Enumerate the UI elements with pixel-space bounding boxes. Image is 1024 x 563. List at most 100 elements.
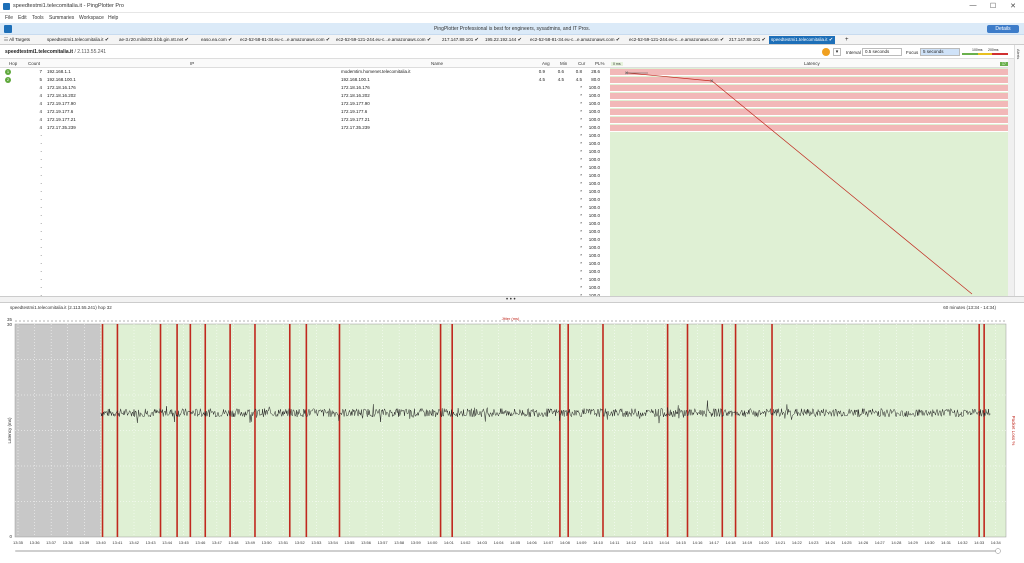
cell-cur: * [580, 253, 582, 258]
timeline-scrollbar[interactable] [15, 550, 996, 552]
check-icon[interactable]: ✔ [183, 37, 189, 43]
x-tick-label: 14:15 [676, 540, 687, 545]
table-row[interactable]: 4 172.18.16.176 172.18.16.176 * 100.0 [0, 84, 610, 92]
col-avg[interactable]: Avg [542, 61, 550, 66]
focus-select[interactable]: 5 seconds [920, 48, 960, 56]
check-icon[interactable]: ✔ [425, 37, 432, 43]
table-row[interactable]: - * 100.0 [0, 236, 610, 244]
target-tab[interactable]: ae-3.r20.milnit02.it.bb.gin.ntt.net ✔ [117, 36, 191, 44]
table-row[interactable]: - * 100.0 [0, 204, 610, 212]
table-row[interactable]: 4 172.19.177.21 172.19.177.21 * 100.0 [0, 116, 610, 124]
check-icon[interactable]: ✔ [718, 37, 725, 43]
cell-pl: 100.0 [588, 277, 600, 282]
pingplotter-app-icon [3, 3, 10, 10]
check-icon[interactable]: ✔ [516, 37, 522, 43]
table-row[interactable]: 2 5 192.168.100.1 192.168.100.1 4.5 4.5 4.5 80.… [0, 76, 610, 84]
col-name[interactable]: Name [431, 61, 444, 66]
menu-tools[interactable]: Tools [32, 15, 44, 21]
col-ip[interactable]: IP [190, 61, 195, 66]
check-icon[interactable]: ✔ [760, 37, 766, 43]
check-icon[interactable]: ✔ [324, 37, 331, 43]
splitter-handle[interactable]: • • • [506, 297, 516, 303]
table-row[interactable]: - * 100.0 [0, 180, 610, 188]
x-tick-label: 14:20 [759, 540, 770, 545]
col-hop[interactable]: Hop [9, 61, 18, 66]
table-row[interactable]: - * 100.0 [0, 172, 610, 180]
table-row[interactable]: - * 100.0 [0, 164, 610, 172]
chevron-down-icon[interactable]: ▾ [833, 48, 841, 56]
target-tab[interactable]: 195.22.192.144 ✔ [483, 36, 524, 44]
check-icon[interactable]: ✔ [473, 37, 479, 43]
timeline-scroll-thumb[interactable] [995, 548, 1001, 554]
table-row[interactable]: 1 7 192.168.1.1 modemtim.homenet.telecomita… [0, 68, 610, 76]
table-row[interactable]: - * 100.0 [0, 268, 610, 276]
check-icon[interactable]: ✔ [226, 37, 233, 43]
target-tab[interactable]: ec2-52-59-121-244.eu-c...e.amazonaws.com… [627, 36, 726, 44]
x-tick-label: 14:33 [974, 540, 985, 545]
target-tab[interactable]: 217.147.89.101 ✔ [440, 36, 481, 44]
target-tab[interactable]: ec2-52-59-121-244.eu-c...e.amazonaws.com… [334, 36, 433, 44]
target-tab[interactable]: easo.ea.com ✔ [199, 36, 234, 44]
interval-select[interactable]: 0.5 seconds [862, 48, 902, 56]
cell-count: - [40, 181, 43, 186]
menu-edit[interactable]: Edit [18, 15, 27, 21]
col-count[interactable]: Count [28, 61, 41, 66]
table-row[interactable]: - * 100.0 [0, 132, 610, 140]
cell-cur: * [580, 149, 582, 154]
target-tab-label: speedtestmi1.telecomitalia.it [771, 37, 828, 42]
table-scrollbar[interactable] [1008, 59, 1014, 296]
x-tick-label: 14:26 [858, 540, 869, 545]
check-icon[interactable]: ✔ [827, 37, 834, 43]
table-row[interactable]: - * 100.0 [0, 220, 610, 228]
table-row[interactable]: - * 100.0 [0, 276, 610, 284]
col-latency[interactable]: Latency [804, 61, 820, 66]
col-cur[interactable]: Cur [578, 61, 586, 66]
table-row[interactable]: - * 100.0 [0, 284, 610, 292]
col-min[interactable]: Min [560, 61, 568, 66]
table-row[interactable]: 4 172.18.16.202 172.18.16.202 * 100.0 [0, 92, 610, 100]
col-pl[interactable]: PL% [595, 61, 605, 66]
target-tab[interactable]: ec2-52-58-81-34.eu-c...e.amazonaws.com ✔ [528, 36, 622, 44]
menu-summaries[interactable]: Summaries [49, 15, 75, 21]
all-targets-tab[interactable]: ☷ All Targets [2, 36, 32, 44]
target-tab[interactable]: speedtestmi1.telecomitalia.it ✔ [45, 36, 111, 44]
table-row[interactable]: - * 100.0 [0, 148, 610, 156]
table-row[interactable]: - * 100.0 [0, 212, 610, 220]
close-button[interactable]: ✕ [1010, 3, 1016, 10]
target-tab[interactable]: speedtestmi1.telecomitalia.it ✔ [769, 36, 836, 44]
table-row[interactable]: 4 172.19.177.6 172.19.177.6 * 100.0 [0, 108, 610, 116]
table-row[interactable]: - * 100.0 [0, 252, 610, 260]
x-tick-label: 14:28 [891, 540, 902, 545]
check-icon[interactable]: ✔ [614, 37, 621, 43]
add-target-button[interactable]: + [845, 37, 849, 43]
cell-pl: 28.6 [591, 69, 600, 74]
table-row[interactable]: - * 100.0 [0, 244, 610, 252]
cell-count: - [40, 229, 43, 234]
target-tab[interactable]: ec2-52-58-81-34.eu-c...e.amazonaws.com ✔ [238, 36, 332, 44]
table-row[interactable]: 4 172.17.35.239 172.17.35.239 * 100.0 [0, 124, 610, 132]
cell-count: - [40, 173, 43, 178]
table-row[interactable]: - * 100.0 [0, 196, 610, 204]
check-icon[interactable]: ✔ [103, 37, 110, 43]
alert-status-icon[interactable] [822, 48, 830, 56]
alerts-panel[interactable]: Alerts [1014, 45, 1024, 296]
table-row[interactable]: - * 100.0 [0, 188, 610, 196]
panel-splitter[interactable]: • • • [0, 296, 1024, 303]
table-row[interactable]: 4 172.19.177.90 172.19.177.90 * 100.0 [0, 100, 610, 108]
timeline-range-label[interactable]: 60 minutes (13:34 - 14:34) [943, 305, 996, 310]
table-row[interactable]: - * 100.0 [0, 140, 610, 148]
target-tab[interactable]: 217.147.89.101 ✔ [727, 36, 768, 44]
minimize-button[interactable]: — [969, 2, 977, 9]
menu-help[interactable]: Help [108, 15, 119, 21]
table-row[interactable]: - * 100.0 [0, 228, 610, 236]
maximize-button[interactable]: ☐ [989, 3, 997, 10]
table-row[interactable]: - * 100.0 [0, 156, 610, 164]
table-row[interactable]: - * 100.0 [0, 292, 610, 296]
table-row[interactable]: - * 100.0 [0, 260, 610, 268]
menu-workspace[interactable]: Workspace [79, 15, 104, 21]
target-tab-label: ec2-52-58-81-34.eu-c...e.amazonaws.com [530, 37, 615, 42]
scale-200ms: 200ms [988, 48, 999, 52]
details-button[interactable]: Details [987, 25, 1019, 33]
jitter-label: Jitter (ms) [502, 316, 520, 321]
menu-file[interactable]: File [5, 15, 14, 21]
